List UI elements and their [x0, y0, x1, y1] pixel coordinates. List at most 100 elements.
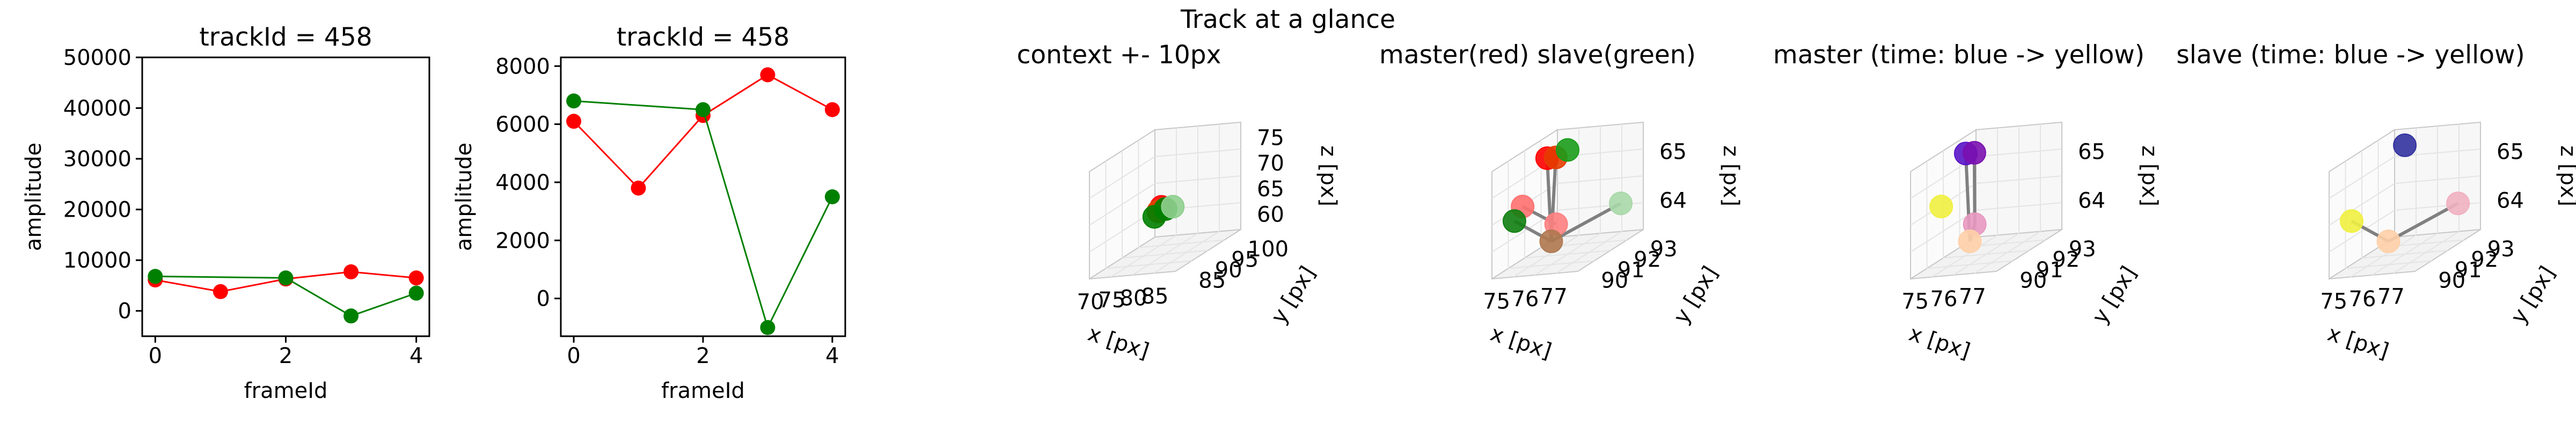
data-point	[2376, 230, 2401, 254]
y-tick-label: 100	[1248, 237, 1289, 262]
x-axis-label: x [px]	[1487, 321, 1554, 364]
data-point	[1609, 191, 1633, 216]
z-axis-label: z [px]	[1718, 145, 1743, 206]
y-axis-label: y [px]	[1267, 262, 1321, 328]
series-1-point	[824, 102, 840, 117]
grid-line	[1154, 175, 1241, 184]
x-tick-label: 75	[1901, 290, 1929, 314]
grid-line	[2394, 175, 2481, 184]
grid-line	[1089, 156, 1155, 199]
chart-6: slave (time: blue -> yellow) 75 76 77 909192…	[2176, 40, 2576, 364]
plot-frame	[560, 56, 846, 337]
plot-frame	[141, 56, 430, 337]
x-tick-label: 2	[279, 344, 292, 368]
y-tick-label: 0	[118, 299, 131, 324]
y-tick-label: 90	[1601, 268, 1628, 293]
y-tick-label: 91	[2455, 258, 2482, 283]
z-axis-label: z [px]	[1316, 145, 1341, 206]
data-point	[1556, 138, 1580, 162]
x-axis-label: x [px]	[2324, 321, 2391, 364]
x-axis-label: x [px]	[1906, 321, 1973, 364]
z-tick-label: 75	[1257, 126, 1284, 151]
y-axis-label: y [px]	[2506, 262, 2560, 328]
data-point	[2446, 191, 2470, 216]
chart-title: master (time: blue -> yellow)	[1773, 40, 2145, 70]
data-point	[1502, 209, 1526, 233]
series-1-point	[408, 270, 424, 286]
z-axis-label: z [px]	[2556, 145, 2576, 206]
y-tick-label: 90	[2019, 268, 2047, 293]
y-tick-label: 93	[2069, 237, 2096, 262]
data-point	[1142, 205, 1166, 229]
x-tick-label: 77	[2377, 284, 2405, 309]
z-tick-label: 65	[1257, 177, 1284, 202]
y-axis-label: amplitude	[21, 143, 46, 251]
y-tick-label: 92	[1634, 247, 1661, 272]
series-2-line	[573, 100, 833, 330]
y-tick-label: 30000	[63, 147, 131, 172]
series-2-point	[408, 285, 424, 301]
x-tick-label: 76	[1930, 287, 1958, 312]
x-tick-label: 75	[1483, 290, 1510, 314]
track-line	[1972, 152, 1977, 225]
x-tick-label: 77	[1959, 284, 1986, 309]
x-axis-label: frameId	[244, 379, 328, 403]
grid-line	[1556, 231, 1622, 274]
x-tick-label: 4	[825, 344, 839, 368]
grid-line	[1943, 250, 2030, 258]
series-1-point	[343, 264, 359, 279]
data-point	[1962, 140, 1986, 165]
chart-3: context +- 10px7075808585909510060657075…	[1017, 40, 1341, 364]
y-tick-label: 93	[1650, 237, 1678, 262]
x-tick-label: 75	[2320, 290, 2347, 314]
z-tick-label: 70	[1257, 151, 1284, 176]
series-2-point	[566, 93, 582, 109]
track-line	[1550, 202, 1622, 243]
grid-line	[2329, 183, 2395, 226]
x-tick-label: 75	[1099, 288, 1126, 313]
y-tick-label: 90	[2438, 268, 2465, 293]
y-tick-label: 91	[1618, 258, 1645, 283]
grid-line	[1557, 175, 1644, 184]
y-tick-label: 91	[2036, 258, 2063, 283]
z-tick-label: 64	[2497, 188, 2524, 213]
grid-line	[1524, 250, 1611, 258]
data-point	[1161, 195, 1185, 219]
y-tick-label: 40000	[63, 97, 131, 121]
series-2-point	[343, 308, 359, 324]
x-tick-label: 0	[149, 344, 162, 368]
y-axis-label: amplitude	[452, 143, 477, 251]
x-axis-label: frameId	[661, 379, 745, 403]
y-tick-label: 2000	[495, 228, 550, 253]
y-axis-label: y [px]	[2088, 262, 2142, 328]
grid-line	[1154, 149, 1241, 157]
chart-1: trackId = 458 0 2 4 0 10000 20000 30000 40000 500…	[21, 23, 430, 403]
y-tick-label: 0	[537, 287, 550, 312]
y-tick-label: 8000	[495, 54, 550, 79]
grid-line	[2329, 156, 2395, 199]
y-tick-label: 92	[2471, 247, 2498, 272]
data-point	[1929, 195, 1953, 219]
y-tick-label: 95	[1231, 247, 1258, 272]
data-point	[1539, 230, 1563, 254]
grid-line	[1138, 239, 1225, 248]
grid-line	[1122, 250, 1209, 258]
data-point	[1958, 230, 1982, 254]
grid-line	[1153, 231, 1220, 274]
series-1-line	[573, 73, 833, 189]
x-tick-label: 76	[2349, 287, 2376, 312]
z-tick-label: 65	[2497, 140, 2524, 165]
grid-line	[1975, 149, 2062, 157]
z-tick-label: 65	[1659, 140, 1687, 165]
grid-line	[1975, 175, 2062, 184]
y-tick-label: 50000	[63, 46, 131, 70]
x-tick-label: 0	[567, 344, 580, 368]
grid-line	[2361, 250, 2448, 258]
x-tick-label: 70	[1077, 290, 1104, 314]
chart-title: master(red) slave(green)	[1379, 40, 1696, 70]
chart-title: trackId = 458	[617, 23, 789, 52]
y-tick-label: 92	[2052, 247, 2080, 272]
chart-title: trackId = 458	[199, 23, 372, 52]
series-2-line	[155, 275, 417, 317]
